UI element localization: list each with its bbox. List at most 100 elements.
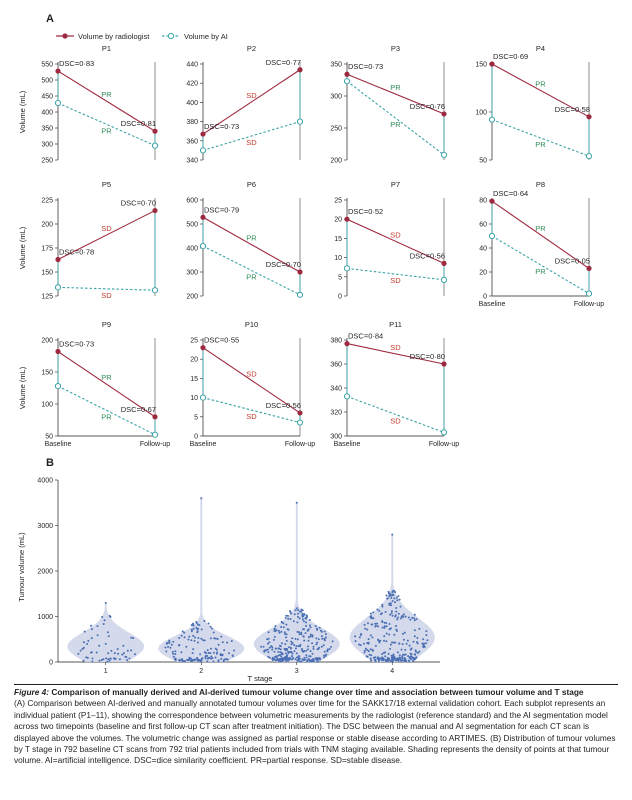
data-point (206, 649, 209, 652)
y-tick-label: 20 (190, 357, 198, 364)
data-point (303, 657, 306, 659)
data-point (397, 616, 400, 619)
data-point (395, 596, 398, 599)
data-point (294, 637, 297, 640)
radiologist-followup-point (441, 361, 447, 367)
data-point (309, 650, 312, 653)
data-point (215, 652, 218, 655)
radiologist-followup-point (152, 414, 158, 420)
data-point (416, 637, 419, 639)
data-point (354, 635, 357, 638)
y-tick-label: 450 (41, 94, 53, 101)
data-point (321, 637, 324, 640)
data-point (387, 652, 390, 655)
data-point (411, 656, 414, 659)
legend: Volume by radiologist Volume by AI (56, 32, 228, 41)
data-point (274, 625, 277, 628)
y-tick-label: 200 (41, 338, 53, 345)
ai-line (346, 267, 445, 281)
ai-line (57, 385, 156, 436)
data-point (117, 652, 120, 655)
radiologist-line (57, 351, 156, 418)
radiologist-baseline-point (344, 341, 350, 347)
data-point (170, 643, 173, 646)
dsc-baseline-label: DSC=0·84 (348, 332, 383, 341)
ai-followup-point (296, 419, 304, 426)
data-point (122, 652, 125, 655)
data-point (320, 635, 323, 638)
data-point (91, 660, 94, 663)
radiologist-baseline-point (489, 198, 495, 204)
subplot-title: P2 (247, 44, 256, 53)
violin-shape (253, 502, 340, 662)
ai-followup-point (585, 153, 593, 160)
data-point (399, 605, 402, 608)
data-point (404, 653, 407, 656)
data-point (274, 647, 277, 650)
data-point (413, 635, 416, 638)
data-point (203, 651, 206, 654)
data-point (289, 610, 291, 613)
data-point (130, 636, 133, 639)
figure-caption: Figure 4: Comparison of manually derived… (14, 687, 618, 767)
data-point (172, 655, 175, 658)
y-tick-label: 1000 (37, 614, 53, 621)
data-point (386, 597, 389, 600)
data-point (199, 659, 202, 662)
data-point (391, 614, 394, 617)
y-tick-label: 20 (479, 270, 487, 277)
data-point (267, 651, 270, 654)
data-point (425, 642, 427, 645)
dsc-baseline-label: DSC=0·73 (348, 62, 383, 71)
data-point (105, 657, 108, 660)
data-point (385, 625, 388, 628)
data-point (379, 639, 382, 642)
y-axis-label: Volume (mL) (18, 90, 27, 133)
data-point (266, 638, 269, 641)
data-point (193, 659, 196, 662)
data-point (273, 650, 276, 653)
data-point (91, 657, 94, 660)
subplot-p1: P1 250 300 350 400 450 500 550 Volume (mL) DSC=0·… (18, 44, 159, 165)
x-tick-label-followup: Follow-up (574, 301, 604, 308)
data-point (391, 641, 393, 644)
data-point (393, 657, 396, 660)
data-point (287, 617, 290, 620)
data-point (415, 656, 418, 659)
data-point (418, 650, 421, 653)
data-point (300, 631, 303, 634)
data-point (363, 623, 366, 626)
data-point (101, 616, 104, 618)
subplot-p5: P5 125 150 175 200 225 Volume (mL) DSC=0·78 DSC=… (18, 180, 159, 301)
data-point (378, 609, 381, 612)
data-point (394, 615, 397, 618)
data-point (297, 609, 300, 612)
y-tick-label: 0 (338, 294, 342, 301)
data-point (394, 591, 397, 594)
data-point (320, 645, 323, 648)
data-point (376, 622, 379, 625)
data-point (395, 625, 397, 627)
dsc-followup-label: DSC=0·56 (266, 401, 301, 410)
data-point (296, 621, 299, 624)
data-point (90, 637, 93, 640)
subplot-title: P11 (389, 320, 402, 329)
ai-line (202, 397, 301, 424)
data-point (425, 634, 428, 637)
data-point (272, 638, 275, 641)
y-tick-label: 320 (330, 410, 342, 417)
data-point (385, 632, 388, 635)
y-tick-label: 500 (186, 222, 198, 229)
data-point (300, 610, 303, 613)
data-point (174, 653, 177, 655)
data-point (190, 628, 193, 631)
data-point (316, 657, 319, 660)
data-point (363, 649, 366, 652)
data-point (319, 658, 322, 661)
ai-baseline-point (343, 78, 351, 85)
data-point (118, 658, 121, 661)
data-point (192, 624, 195, 627)
data-point (279, 651, 282, 654)
ai-line (202, 245, 301, 296)
ai-line (491, 119, 590, 157)
